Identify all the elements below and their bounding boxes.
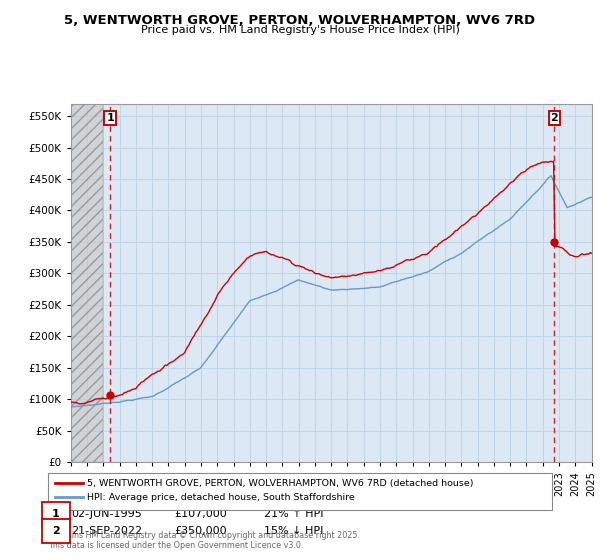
Text: £350,000: £350,000 (174, 526, 227, 536)
Text: 5, WENTWORTH GROVE, PERTON, WOLVERHAMPTON, WV6 7RD (detached house): 5, WENTWORTH GROVE, PERTON, WOLVERHAMPTO… (87, 479, 473, 488)
Text: 2: 2 (551, 113, 559, 123)
Text: 2: 2 (52, 526, 59, 536)
Text: Price paid vs. HM Land Registry's House Price Index (HPI): Price paid vs. HM Land Registry's House … (140, 25, 460, 35)
Bar (71, 104, 103, 462)
Text: 21% ↑ HPI: 21% ↑ HPI (264, 509, 323, 519)
Text: 21-SEP-2022: 21-SEP-2022 (71, 526, 142, 536)
Bar (71, 104, 103, 462)
Text: 15% ↓ HPI: 15% ↓ HPI (264, 526, 323, 536)
Text: 1: 1 (106, 113, 114, 123)
Text: HPI: Average price, detached house, South Staffordshire: HPI: Average price, detached house, Sout… (87, 493, 355, 502)
Text: £107,000: £107,000 (174, 509, 227, 519)
Text: 02-JUN-1995: 02-JUN-1995 (71, 509, 142, 519)
Text: Contains HM Land Registry data © Crown copyright and database right 2025.
This d: Contains HM Land Registry data © Crown c… (48, 530, 360, 550)
Text: 5, WENTWORTH GROVE, PERTON, WOLVERHAMPTON, WV6 7RD: 5, WENTWORTH GROVE, PERTON, WOLVERHAMPTO… (64, 14, 536, 27)
Text: 1: 1 (52, 509, 59, 519)
